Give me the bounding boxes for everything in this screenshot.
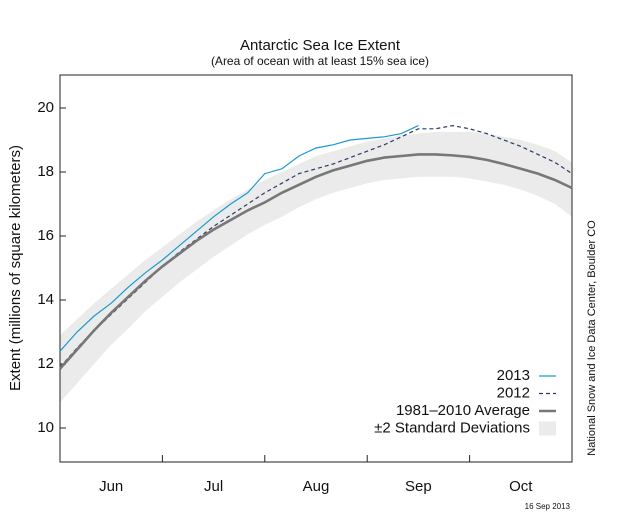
x-tick-label: Aug	[303, 478, 330, 495]
date-note: 16 Sep 2013	[525, 502, 571, 511]
y-tick-label: 10	[37, 419, 54, 436]
y-axis-label: Extent (millions of square kilometers)	[7, 145, 24, 391]
x-tick-label: Sep	[405, 478, 432, 495]
legend-label: 2013	[497, 367, 530, 384]
y-tick-label: 14	[37, 291, 54, 308]
x-tick-label: Jun	[99, 478, 123, 495]
y-tick-label: 20	[37, 99, 54, 116]
chart-subtitle: (Area of ocean with at least 15% sea ice…	[211, 54, 429, 68]
legend-label: 2012	[497, 384, 530, 401]
series-line	[59, 125, 419, 352]
legend-label: 1981–2010 Average	[396, 402, 530, 419]
std-band	[60, 132, 572, 403]
legend-swatch	[539, 421, 556, 436]
plot-frame	[59, 74, 573, 463]
y-tick-label: 12	[37, 355, 54, 372]
x-tick-label: Jul	[204, 478, 223, 495]
source-note: National Snow and Ice Data Center, Bould…	[586, 220, 598, 456]
series-line	[59, 153, 573, 370]
legend-label: ±2 Standard Deviations	[374, 419, 530, 436]
x-tick-label: Oct	[509, 478, 533, 495]
y-tick-label: 18	[37, 163, 54, 180]
chart-title: Antarctic Sea Ice Extent	[240, 37, 401, 54]
y-tick-label: 16	[37, 227, 54, 244]
